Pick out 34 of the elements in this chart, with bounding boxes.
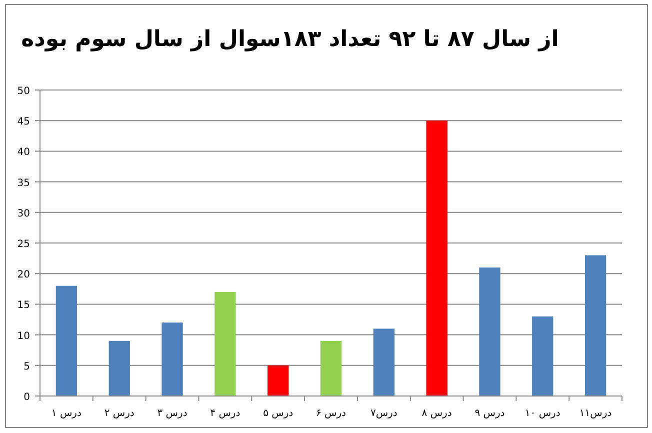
bar [426, 120, 448, 396]
y-tick-label: 15 [17, 300, 30, 312]
y-tick-label: 35 [17, 178, 30, 189]
chart-title: از سال ۸۷ تا ۹۲ تعداد ۱۸۳سوال از سال سوم بوده [21, 27, 559, 52]
x-tick-label: درس ۸ [422, 408, 452, 419]
x-tick-label: درس ۲ [104, 408, 134, 419]
bar [584, 255, 606, 396]
x-tick-label: درس ۹ [474, 408, 505, 419]
y-tick-label: 50 [17, 86, 30, 97]
x-tick-label: درس ۱ [51, 408, 82, 419]
bar [373, 328, 394, 396]
y-tick-label: 30 [17, 208, 30, 220]
x-tick-label: درس ۳ [157, 408, 188, 419]
x-tick-label: درس۷ [370, 408, 398, 419]
bar [532, 316, 554, 396]
bar [162, 322, 183, 396]
y-tick-label: 40 [17, 147, 30, 158]
x-tick-label: درس۱۱ [579, 408, 612, 419]
bar [214, 292, 236, 396]
y-tick-label: 45 [17, 116, 30, 128]
bar [56, 286, 78, 396]
bar [268, 365, 289, 396]
x-tick-label: درس ۵ [263, 408, 294, 419]
x-tick-label: درس ۴ [210, 408, 240, 419]
y-tick-label: 0 [24, 392, 30, 403]
bar [479, 267, 500, 396]
bar [320, 340, 342, 396]
x-tick-label: درس ۱۰ [524, 408, 560, 419]
y-tick-label: 20 [17, 270, 30, 281]
y-tick-label: 10 [17, 330, 30, 342]
y-tick-label: 5 [24, 361, 30, 372]
x-tick-label: درس ۶ [316, 408, 346, 419]
y-tick-label: 25 [17, 239, 30, 250]
bar [108, 340, 130, 396]
